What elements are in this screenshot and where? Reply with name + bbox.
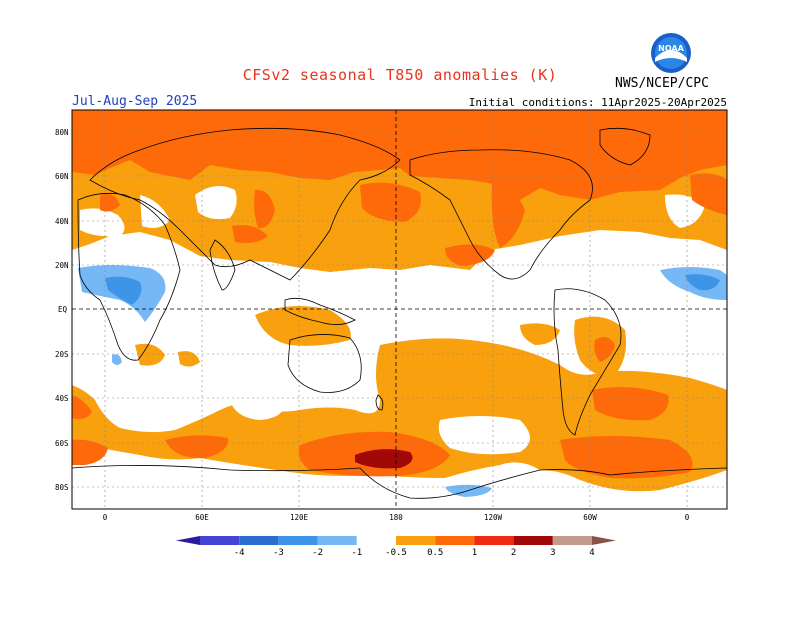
colorbar-label: 3 <box>550 548 555 558</box>
colorbar-label: -4 <box>234 548 245 558</box>
agency-label: NWS/NCEP/CPC <box>615 76 709 91</box>
colorbar-swatch <box>396 536 436 545</box>
colorbar-label: -2 <box>312 548 323 558</box>
anomaly-region-north-red <box>72 110 727 200</box>
lon-label: 60E <box>195 513 209 522</box>
lon-label: 180 <box>389 513 403 522</box>
colorbar-swatch <box>176 536 200 545</box>
colorbar-label: 0.5 <box>427 548 443 558</box>
colorbar-swatch <box>200 536 240 545</box>
lat-label: EQ <box>58 305 68 314</box>
colorbar-swatch <box>278 536 318 545</box>
lat-label: 80N <box>55 128 69 137</box>
anomaly-region-south-darkred <box>355 449 413 469</box>
lon-label: 0 <box>103 513 108 522</box>
colorbar-label: 4 <box>589 548 594 558</box>
lat-label: 60N <box>55 172 69 181</box>
forecast-period: Jul-Aug-Sep 2025 <box>72 94 198 109</box>
colorbar-label: 1 <box>472 548 477 558</box>
lon-label: 60W <box>583 513 597 522</box>
colorbar-swatch <box>592 536 616 545</box>
coastlines <box>72 127 727 509</box>
lat-label: 40S <box>55 394 69 403</box>
colorbar-label: -3 <box>273 548 284 558</box>
initial-conditions: Initial conditions: 11Apr2025-20Apr2025 <box>468 96 727 109</box>
colorbar-swatch <box>474 536 514 545</box>
colorbar-label: -0.5 <box>385 548 407 558</box>
lon-label: 120E <box>290 513 309 522</box>
colorbar-swatch <box>317 536 357 545</box>
colorbar-label: 2 <box>511 548 516 558</box>
lon-label: 0 <box>685 513 690 522</box>
lat-label: 40N <box>55 217 69 226</box>
anomaly-region-south-orange <box>72 338 727 492</box>
colorbar-swatch <box>356 536 396 545</box>
colorbar-swatch <box>513 536 553 545</box>
lat-label: 20N <box>55 261 69 270</box>
map-title: CFSv2 seasonal T850 anomalies (K) <box>242 66 558 84</box>
noaa-logo-icon: NOAA <box>651 33 691 73</box>
colorbar-swatch <box>552 536 592 545</box>
colorbar-swatch <box>239 536 279 545</box>
colorbar-label: -1 <box>351 548 362 558</box>
colorbar-swatch <box>435 536 475 545</box>
noaa-logo-text: NOAA <box>658 44 684 53</box>
lat-label: 20S <box>55 350 69 359</box>
lat-label: 80S <box>55 483 69 492</box>
lon-label: 120W <box>484 513 503 522</box>
lat-label: 60S <box>55 439 69 448</box>
